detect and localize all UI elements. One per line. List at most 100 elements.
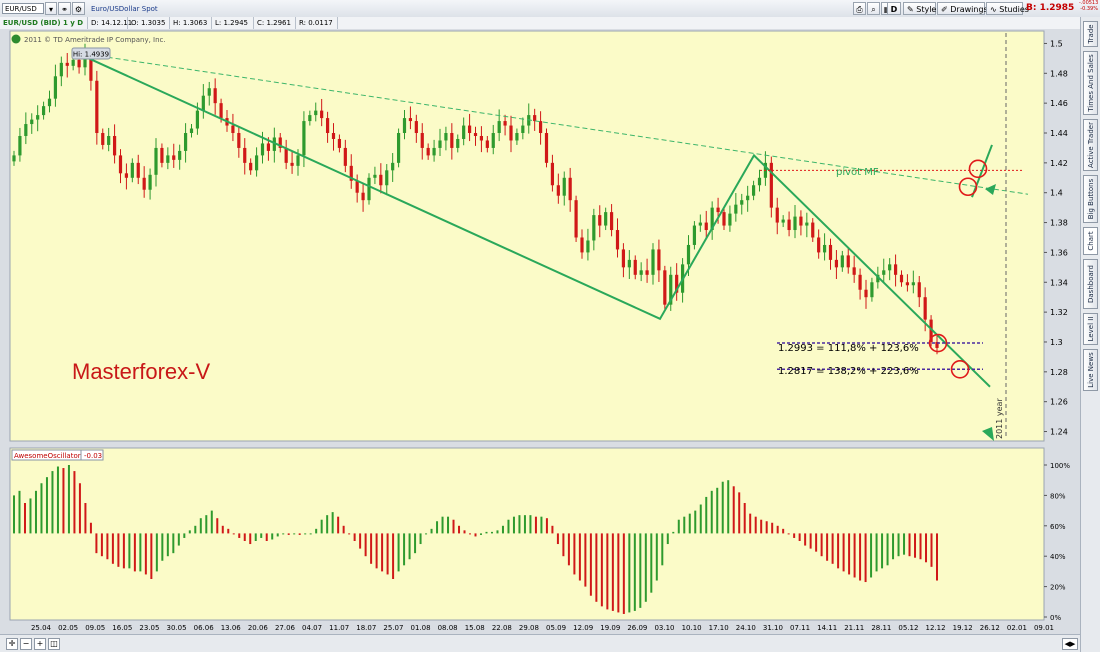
candle-body [189,128,194,134]
oscillator-bar [595,533,598,602]
fit-icon[interactable]: ◫ [48,638,60,650]
candle-body [249,162,253,171]
low-value: L: 1.2945 [212,17,254,29]
oscillator-bar [425,533,428,535]
oscillator-bar [875,533,878,572]
oscillator-bar [29,498,32,534]
oscillator-bar [45,477,48,534]
candle-body [65,62,69,66]
drawings-button[interactable]: ✐ Drawings [937,2,988,15]
candle-body [893,264,898,275]
oscillator-bar [155,533,158,572]
pan-icon[interactable]: ✛ [6,638,18,650]
zoom-icon[interactable]: ⌕ [867,2,880,15]
candle-body [746,195,750,201]
up-arrow-head [985,184,996,195]
bid-price: B: 1.2985 [1026,3,1075,13]
sidebar-tab-times-and-sales[interactable]: Times And Sales [1083,51,1098,115]
sidebar-tab-active-trader[interactable]: Active Trader [1083,119,1098,171]
oscillator-bar [210,510,213,534]
oscillator-tick-label: 100% [1050,462,1070,470]
oscillator-tick-label: 0% [1050,614,1061,622]
oscillator-bar [95,533,98,554]
candle-body [207,88,211,96]
oscillator-bar [122,533,125,569]
sidebar-tab-chart[interactable]: Chart [1083,227,1098,255]
oscillator-bar [282,533,285,535]
date-tick-label: 01.08 [410,624,430,632]
candle-body [414,121,418,134]
watermark-text: Masterforex-V [72,359,210,384]
candle-body [178,150,182,160]
candle-body [47,98,52,107]
oscillator-bar [705,496,708,534]
candle-body [473,133,478,136]
oscillator-bar [573,533,576,575]
date-tick-label: 04.07 [302,624,322,632]
oscillator-bar [540,516,543,534]
chart-area[interactable]: 1.51.481.461.441.421.41.381.361.341.321.… [0,29,1080,634]
sidebar-tab-level-ii[interactable]: Level II [1083,313,1098,345]
sidebar-tab-dashboard[interactable]: Dashboard [1083,259,1098,309]
zoom-in-icon[interactable]: + [34,638,46,650]
price-tick-label: 1.24 [1050,428,1068,437]
highlight-circle [928,333,948,353]
level2-label: 1.2817 = 138,2% + 223,6% [778,366,919,377]
sidebar-tab-big-buttons[interactable]: Big Buttons [1083,175,1098,223]
oscillator-bar [815,533,818,552]
symbol-input[interactable]: EUR/USD [2,3,44,14]
candle-body [533,115,537,122]
candle-body [734,204,738,214]
candle-body [633,259,637,275]
oscillator-bar [386,533,389,575]
candle-body [811,222,815,238]
sidebar-tab-live-news[interactable]: Live News [1083,349,1098,391]
oscillator-bar [441,516,444,534]
oscillator-bar [683,516,686,534]
style-button[interactable]: ✎ Style [903,2,936,15]
sidebar-tab-label: Active Trader [1086,122,1095,168]
period-button[interactable]: D [887,2,901,15]
copyright-text: 2011 © TD Ameritrade IP Company, Inc. [24,36,166,44]
oscillator-bar [661,533,664,566]
oscillator-bar [469,533,472,535]
chart-title: EUR/USD (BID) 1 y D [0,17,88,29]
candle-body [349,165,353,181]
oscillator-bar [545,518,548,534]
settings-icon[interactable]: ⚙ [72,2,85,15]
candle-body [852,267,856,275]
oscillator-bar [221,525,224,534]
oscillator-bar [870,533,873,578]
candle-body [485,140,489,148]
oscillator-bar [144,533,147,575]
oscillator-bar [666,533,669,545]
oscillator-bar [688,513,691,534]
expand-icon[interactable]: ◀▶ [1062,638,1078,650]
print-icon[interactable]: ⎙ [853,2,866,15]
up-arrow-line [971,144,993,198]
oscillator-panel[interactable] [9,447,1045,621]
candle-body [834,259,839,268]
candle-body [254,155,259,171]
sidebar-tab-trade[interactable]: Trade [1083,21,1098,47]
candle-body [651,249,655,275]
price-tick-label: 1.26 [1050,398,1068,407]
price-panel[interactable] [9,30,1045,442]
link-icon[interactable]: ⚭ [58,2,71,15]
oscillator-bar [925,533,928,563]
date-tick-label: 15.08 [465,624,485,632]
candle-body [320,110,324,119]
symbol-dropdown-icon[interactable]: ▾ [45,2,57,15]
candle-body [166,155,170,163]
oscillator-bar [710,490,713,534]
zoom-out-icon[interactable]: − [20,638,32,650]
candle-body [710,207,714,231]
candle-body [615,230,620,250]
studies-button[interactable]: ∿ Studies [986,2,1029,15]
oscillator-bar [232,533,235,535]
candle-body [793,216,797,231]
oscillator-bar [260,533,263,538]
candle-body [621,249,626,268]
oscillator-bar [474,533,477,537]
oscillator-bar [496,530,499,534]
